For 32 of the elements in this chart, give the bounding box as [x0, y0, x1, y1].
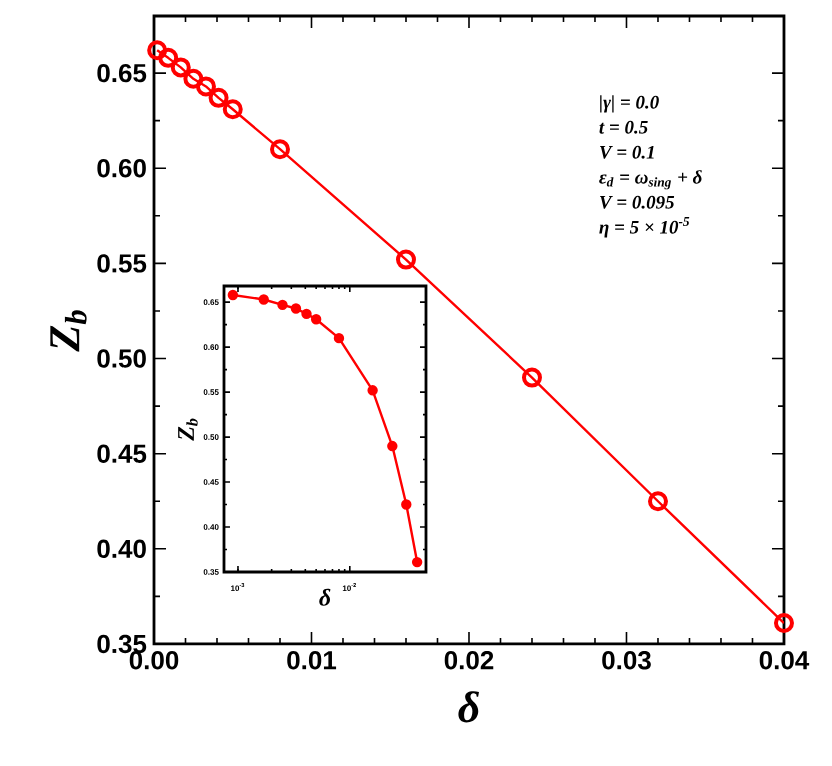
- y-tick-label: 0.50: [97, 349, 146, 368]
- point: [396, 249, 416, 270]
- y-axis-title: Z$_{b}$: [178, 418, 198, 441]
- point: [195, 76, 216, 97]
- y-tick-label: 0.55: [97, 254, 147, 273]
- annotation: V = 0.1: [600, 145, 654, 159]
- point: [158, 47, 179, 68]
- point: [208, 87, 229, 108]
- x-tick-label: 0.02: [444, 651, 494, 670]
- y-tick-label: 0.60: [97, 159, 146, 178]
- annotation: V = 0.095: [600, 195, 675, 209]
- x-tick-label: 0.03: [602, 651, 651, 670]
- point: [222, 99, 243, 120]
- x-tick-label: 0.01: [287, 651, 337, 670]
- y-tick-label: 0.65: [97, 63, 147, 83]
- annotation: t = 0.5: [599, 120, 648, 134]
- x-axis-title: δ: [319, 588, 331, 606]
- x-tick-label: 0.00: [129, 651, 179, 670]
- point: [170, 57, 191, 78]
- x-axis-title: δ: [458, 691, 479, 723]
- y-tick-label: 0.40: [97, 539, 146, 559]
- point: [647, 491, 668, 512]
- annotation: |γ| = 0.0: [600, 95, 659, 113]
- annotation: ε$_{d}$ = ω$_{sing}$ + δ: [599, 170, 702, 190]
- point: [183, 68, 204, 89]
- point: [270, 139, 290, 160]
- y-axis-title: Z$_{b}$: [50, 310, 87, 352]
- point: [521, 367, 542, 388]
- y-tick-label: 0.45: [97, 444, 147, 463]
- x-tick-label: 0.04: [759, 651, 810, 670]
- annotation: η = 5 × 10$^{-5}$: [599, 217, 690, 238]
- y-tick-label: 0.35: [97, 634, 147, 654]
